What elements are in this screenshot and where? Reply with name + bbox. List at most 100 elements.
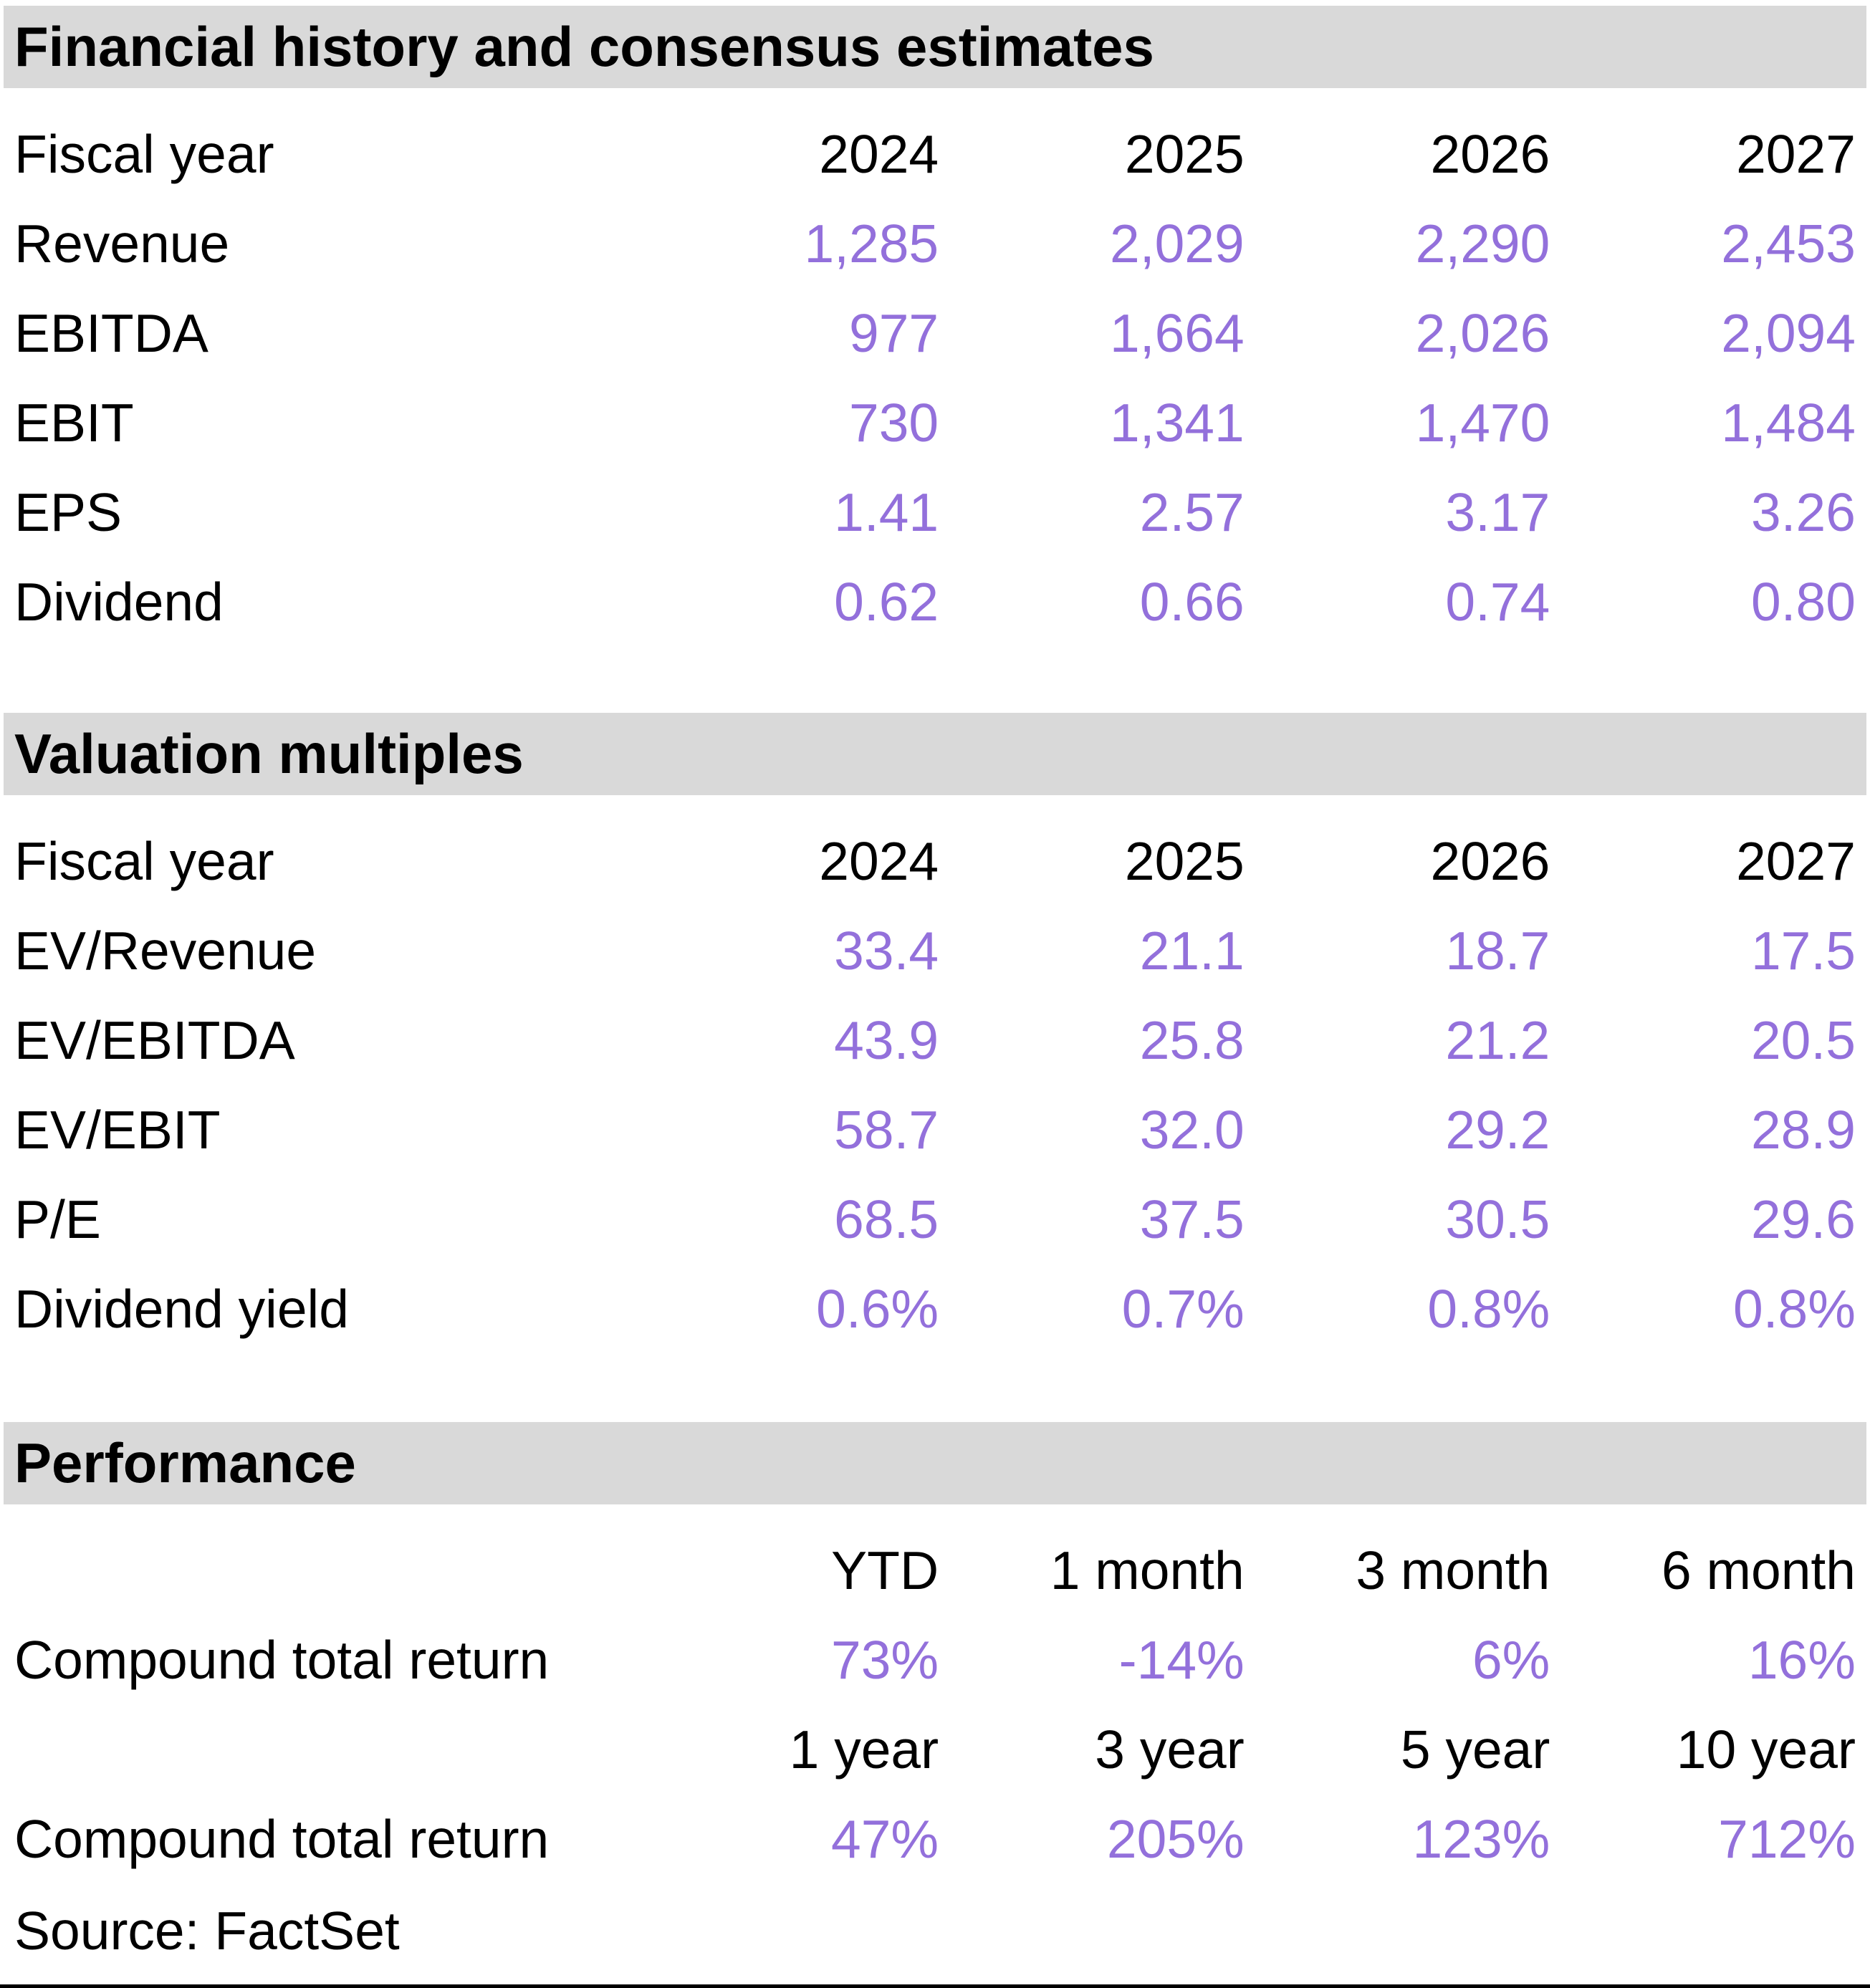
valuation-multiples-table: Fiscal year 2024 2025 2026 2027 EV/Reven… xyxy=(0,817,1870,1354)
period-header: 3 month xyxy=(1356,1540,1550,1600)
cell-value: 1,470 xyxy=(1415,393,1550,453)
table-row: Revenue 1,285 2,029 2,290 2,453 xyxy=(14,199,1856,289)
section-header-financial-history: Financial history and consensus estimate… xyxy=(4,6,1866,88)
fiscal-year-label: Fiscal year xyxy=(14,124,274,184)
cell-value: 0.62 xyxy=(834,572,939,632)
row-label: Compound total return xyxy=(14,1630,550,1690)
cell-value: 6% xyxy=(1472,1630,1550,1690)
cell-value: 1,484 xyxy=(1721,393,1856,453)
row-label: Revenue xyxy=(14,213,230,274)
cell-value: 3.17 xyxy=(1445,482,1550,542)
row-label: Dividend yield xyxy=(14,1279,349,1339)
cell-value: 2,029 xyxy=(1110,213,1245,274)
year-header: 2025 xyxy=(1124,831,1245,891)
cell-value: 17.5 xyxy=(1750,921,1856,981)
financial-history-table: Fiscal year 2024 2025 2026 2027 Revenue … xyxy=(0,110,1870,647)
section-header-performance: Performance xyxy=(4,1422,1866,1504)
cell-value: 977 xyxy=(848,303,939,363)
cell-value: 37.5 xyxy=(1139,1189,1245,1249)
table-header-row: Fiscal year 2024 2025 2026 2027 xyxy=(14,110,1856,199)
section-title: Performance xyxy=(14,1431,356,1494)
cell-value: 2,094 xyxy=(1721,303,1856,363)
cell-value: 25.8 xyxy=(1139,1010,1245,1070)
cell-value: 20.5 xyxy=(1750,1010,1856,1070)
row-label: EPS xyxy=(14,482,123,542)
cell-value: 0.80 xyxy=(1750,572,1856,632)
year-header: 2027 xyxy=(1736,831,1856,891)
table-row: EPS 1.41 2.57 3.17 3.26 xyxy=(14,468,1856,557)
cell-value: 47% xyxy=(831,1809,939,1869)
cell-value: 32.0 xyxy=(1139,1100,1245,1160)
cell-value: 205% xyxy=(1106,1809,1245,1869)
cell-value: 30.5 xyxy=(1445,1189,1550,1249)
cell-value: 29.2 xyxy=(1445,1100,1550,1160)
fiscal-year-label: Fiscal year xyxy=(14,831,274,891)
table-row: Compound total return 73% -14% 6% 16% xyxy=(14,1615,1856,1705)
row-label: EV/Revenue xyxy=(14,921,317,981)
year-header: 2026 xyxy=(1430,124,1550,184)
year-header: 2024 xyxy=(819,124,939,184)
row-label: EBITDA xyxy=(14,303,208,363)
cell-value: 712% xyxy=(1718,1809,1856,1869)
cell-value: 68.5 xyxy=(834,1189,939,1249)
table-row: EV/EBIT 58.7 32.0 29.2 28.9 xyxy=(14,1085,1856,1175)
section-title: Financial history and consensus estimate… xyxy=(14,15,1154,78)
table-row: Compound total return 47% 205% 123% 712% xyxy=(14,1795,1856,1884)
cell-value: 2,453 xyxy=(1721,213,1856,274)
period-header: 10 year xyxy=(1676,1719,1856,1780)
table-row: EBIT 730 1,341 1,470 1,484 xyxy=(14,378,1856,468)
cell-value: 16% xyxy=(1747,1630,1856,1690)
section-header-valuation-multiples: Valuation multiples xyxy=(4,713,1866,795)
table-row: EBITDA 977 1,664 2,026 2,094 xyxy=(14,289,1856,378)
cell-value: 0.66 xyxy=(1139,572,1245,632)
cell-value: 0.8% xyxy=(1733,1279,1856,1339)
cell-value: -14% xyxy=(1118,1630,1245,1690)
table-header-row: Fiscal year 2024 2025 2026 2027 xyxy=(14,817,1856,906)
year-header: 2025 xyxy=(1124,124,1245,184)
cell-value: 43.9 xyxy=(834,1010,939,1070)
performance-table: YTD 1 month 3 month 6 month Compound tot… xyxy=(0,1526,1870,1884)
bottom-border-rule xyxy=(0,1984,1870,1988)
cell-value: 0.74 xyxy=(1445,572,1550,632)
year-header: 2026 xyxy=(1430,831,1550,891)
year-header: 2024 xyxy=(819,831,939,891)
period-header: 1 month xyxy=(1050,1540,1245,1600)
row-label: EBIT xyxy=(14,393,134,453)
cell-value: 730 xyxy=(848,393,939,453)
year-header: 2027 xyxy=(1736,124,1856,184)
table-row: Dividend yield 0.6% 0.7% 0.8% 0.8% xyxy=(14,1264,1856,1354)
row-label: Dividend xyxy=(14,572,224,632)
table-header-row: 1 year 3 year 5 year 10 year xyxy=(14,1705,1856,1795)
cell-value: 3.26 xyxy=(1750,482,1856,542)
cell-value: 2,290 xyxy=(1415,213,1550,274)
cell-value: 1,664 xyxy=(1110,303,1245,363)
table-header-row: YTD 1 month 3 month 6 month xyxy=(14,1526,1856,1615)
table-row: Dividend 0.62 0.66 0.74 0.80 xyxy=(14,557,1856,647)
cell-value: 2.57 xyxy=(1139,482,1245,542)
cell-value: 33.4 xyxy=(834,921,939,981)
cell-value: 1.41 xyxy=(834,482,939,542)
cell-value: 21.1 xyxy=(1139,921,1245,981)
period-header: 5 year xyxy=(1400,1719,1550,1780)
row-label: Compound total return xyxy=(14,1809,550,1869)
cell-value: 18.7 xyxy=(1445,921,1550,981)
cell-value: 0.6% xyxy=(816,1279,939,1339)
cell-value: 21.2 xyxy=(1445,1010,1550,1070)
cell-value: 123% xyxy=(1412,1809,1550,1869)
row-label: P/E xyxy=(14,1189,101,1249)
cell-value: 0.8% xyxy=(1427,1279,1550,1339)
row-label: EV/EBIT xyxy=(14,1100,221,1160)
section-title: Valuation multiples xyxy=(14,722,524,785)
table-row: P/E 68.5 37.5 30.5 29.6 xyxy=(14,1175,1856,1264)
row-label: EV/EBITDA xyxy=(14,1010,295,1070)
period-header: 6 month xyxy=(1661,1540,1856,1600)
cell-value: 1,341 xyxy=(1110,393,1245,453)
table-row: EV/EBITDA 43.9 25.8 21.2 20.5 xyxy=(14,996,1856,1085)
period-header: 1 year xyxy=(789,1719,939,1780)
cell-value: 28.9 xyxy=(1750,1100,1856,1160)
cell-value: 73% xyxy=(831,1630,939,1690)
cell-value: 2,026 xyxy=(1415,303,1550,363)
period-header: YTD xyxy=(831,1540,939,1600)
cell-value: 0.7% xyxy=(1121,1279,1245,1339)
